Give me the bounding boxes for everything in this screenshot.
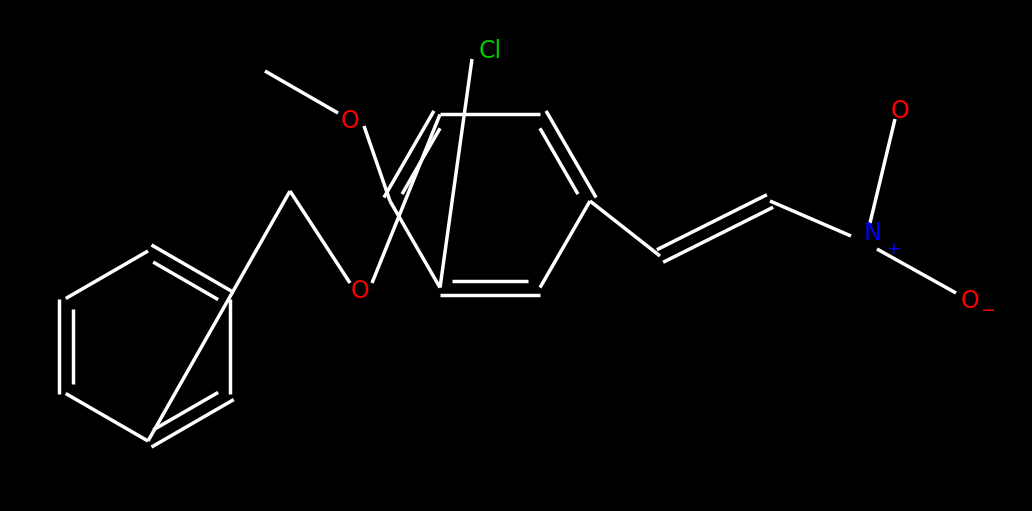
Text: O: O [961, 289, 979, 313]
Text: O: O [891, 99, 909, 123]
Text: −: − [980, 302, 996, 320]
Text: +: + [886, 240, 900, 258]
Text: N: N [864, 221, 882, 245]
Text: Cl: Cl [479, 39, 502, 63]
Text: O: O [341, 109, 359, 133]
Text: O: O [351, 279, 369, 303]
